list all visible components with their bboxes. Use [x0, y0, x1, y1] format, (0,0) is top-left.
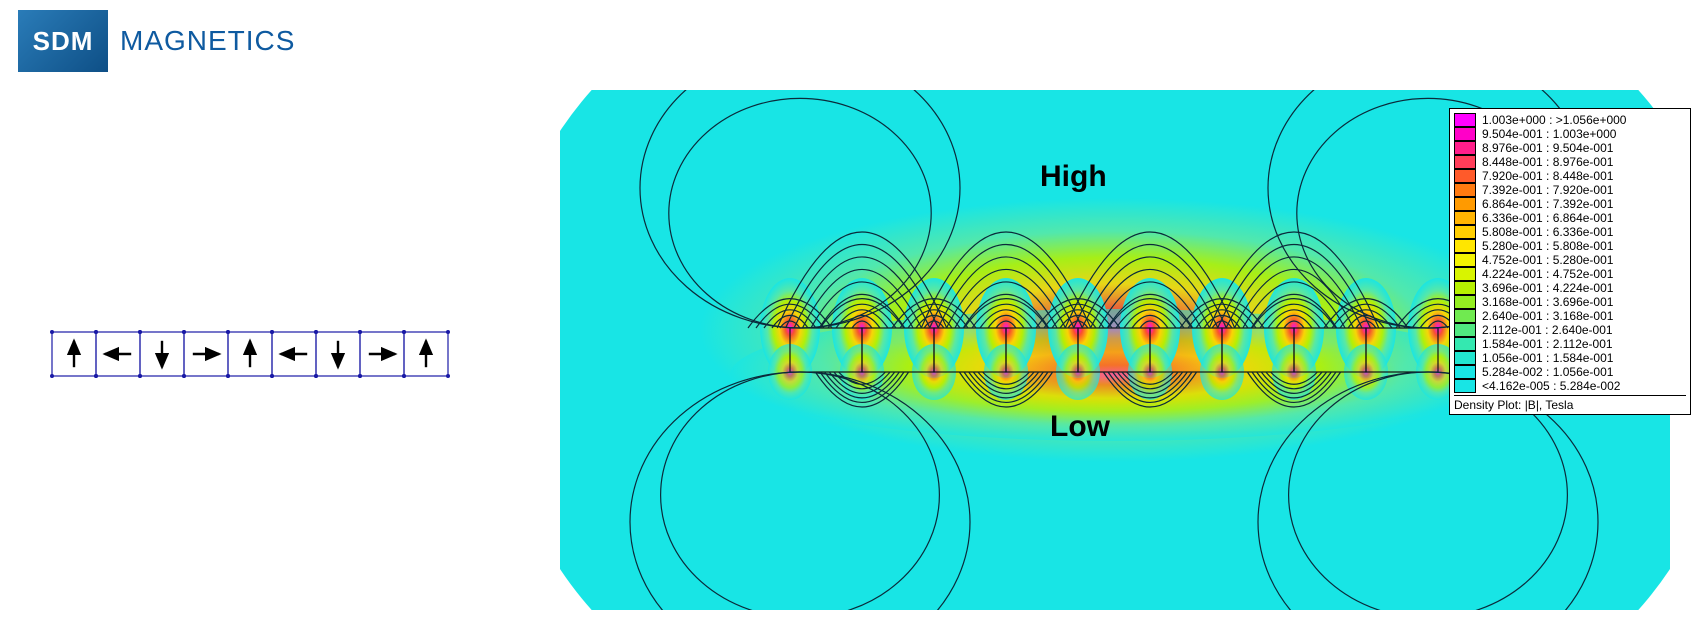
legend-label: 2.112e-001 : 2.640e-001: [1482, 323, 1613, 337]
legend-swatch: [1454, 183, 1476, 197]
legend-swatch: [1454, 141, 1476, 155]
legend-swatch: [1454, 113, 1476, 127]
legend-label: 3.696e-001 : 4.224e-001: [1482, 281, 1613, 295]
legend-swatch: [1454, 365, 1476, 379]
legend-label: 1.056e-001 : 1.584e-001: [1482, 351, 1613, 365]
legend-label: 3.168e-001 : 3.696e-001: [1482, 295, 1613, 309]
legend-row: <4.162e-005 : 5.284e-002: [1454, 379, 1686, 393]
legend-row: 5.284e-002 : 1.056e-001: [1454, 365, 1686, 379]
legend-swatch: [1454, 309, 1476, 323]
legend-swatch: [1454, 295, 1476, 309]
legend-label: 6.864e-001 : 7.392e-001: [1482, 197, 1613, 211]
legend-label: 9.504e-001 : 1.003e+000: [1482, 127, 1616, 141]
legend-swatch: [1454, 267, 1476, 281]
brand-logo-text: MAGNETICS: [120, 25, 295, 57]
legend-row: 1.003e+000 : >1.056e+000: [1454, 113, 1686, 127]
brand-logo-block: SDM: [18, 10, 108, 72]
legend-row: 7.392e-001 : 7.920e-001: [1454, 183, 1686, 197]
legend-swatch: [1454, 323, 1476, 337]
legend-swatch: [1454, 211, 1476, 225]
brand-logo-block-text: SDM: [33, 26, 94, 57]
annotation-high: High: [1040, 160, 1107, 194]
legend-label: 7.392e-001 : 7.920e-001: [1482, 183, 1613, 197]
legend-swatch: [1454, 239, 1476, 253]
legend-label: 2.640e-001 : 3.168e-001: [1482, 309, 1613, 323]
legend-label: 5.280e-001 : 5.808e-001: [1482, 239, 1613, 253]
legend-label: 7.920e-001 : 8.448e-001: [1482, 169, 1613, 183]
annotation-low: Low: [1050, 410, 1110, 444]
legend-swatch: [1454, 197, 1476, 211]
legend-row: 4.752e-001 : 5.280e-001: [1454, 253, 1686, 267]
legend-label: 4.224e-001 : 4.752e-001: [1482, 267, 1613, 281]
legend-label: 4.752e-001 : 5.280e-001: [1482, 253, 1613, 267]
legend-row: 7.920e-001 : 8.448e-001: [1454, 169, 1686, 183]
halbach-array-diagram: [48, 328, 452, 380]
legend-swatch: [1454, 281, 1476, 295]
density-legend: 1.003e+000 : >1.056e+0009.504e-001 : 1.0…: [1449, 108, 1691, 415]
legend-label: <4.162e-005 : 5.284e-002: [1482, 379, 1620, 393]
legend-row: 6.864e-001 : 7.392e-001: [1454, 197, 1686, 211]
legend-row: 1.056e-001 : 1.584e-001: [1454, 351, 1686, 365]
legend-swatch: [1454, 253, 1476, 267]
legend-swatch: [1454, 127, 1476, 141]
legend-label: 5.284e-002 : 1.056e-001: [1482, 365, 1613, 379]
legend-row: 5.808e-001 : 6.336e-001: [1454, 225, 1686, 239]
legend-label: 8.448e-001 : 8.976e-001: [1482, 155, 1613, 169]
legend-swatch: [1454, 225, 1476, 239]
density-legend-title: Density Plot: |B|, Tesla: [1454, 395, 1686, 412]
legend-label: 5.808e-001 : 6.336e-001: [1482, 225, 1613, 239]
legend-row: 2.112e-001 : 2.640e-001: [1454, 323, 1686, 337]
legend-label: 1.003e+000 : >1.056e+000: [1482, 113, 1626, 127]
legend-row: 8.976e-001 : 9.504e-001: [1454, 141, 1686, 155]
legend-row: 2.640e-001 : 3.168e-001: [1454, 309, 1686, 323]
legend-label: 6.336e-001 : 6.864e-001: [1482, 211, 1613, 225]
legend-label: 1.584e-001 : 2.112e-001: [1482, 337, 1613, 351]
legend-swatch: [1454, 337, 1476, 351]
legend-row: 3.168e-001 : 3.696e-001: [1454, 295, 1686, 309]
legend-row: 1.584e-001 : 2.112e-001: [1454, 337, 1686, 351]
legend-row: 4.224e-001 : 4.752e-001: [1454, 267, 1686, 281]
legend-swatch: [1454, 155, 1476, 169]
legend-row: 9.504e-001 : 1.003e+000: [1454, 127, 1686, 141]
legend-swatch: [1454, 169, 1476, 183]
legend-row: 8.448e-001 : 8.976e-001: [1454, 155, 1686, 169]
legend-swatch: [1454, 379, 1476, 393]
legend-row: 6.336e-001 : 6.864e-001: [1454, 211, 1686, 225]
brand-logo: SDM MAGNETICS: [18, 10, 295, 72]
legend-label: 8.976e-001 : 9.504e-001: [1482, 141, 1613, 155]
legend-row: 3.696e-001 : 4.224e-001: [1454, 281, 1686, 295]
legend-swatch: [1454, 351, 1476, 365]
legend-row: 5.280e-001 : 5.808e-001: [1454, 239, 1686, 253]
